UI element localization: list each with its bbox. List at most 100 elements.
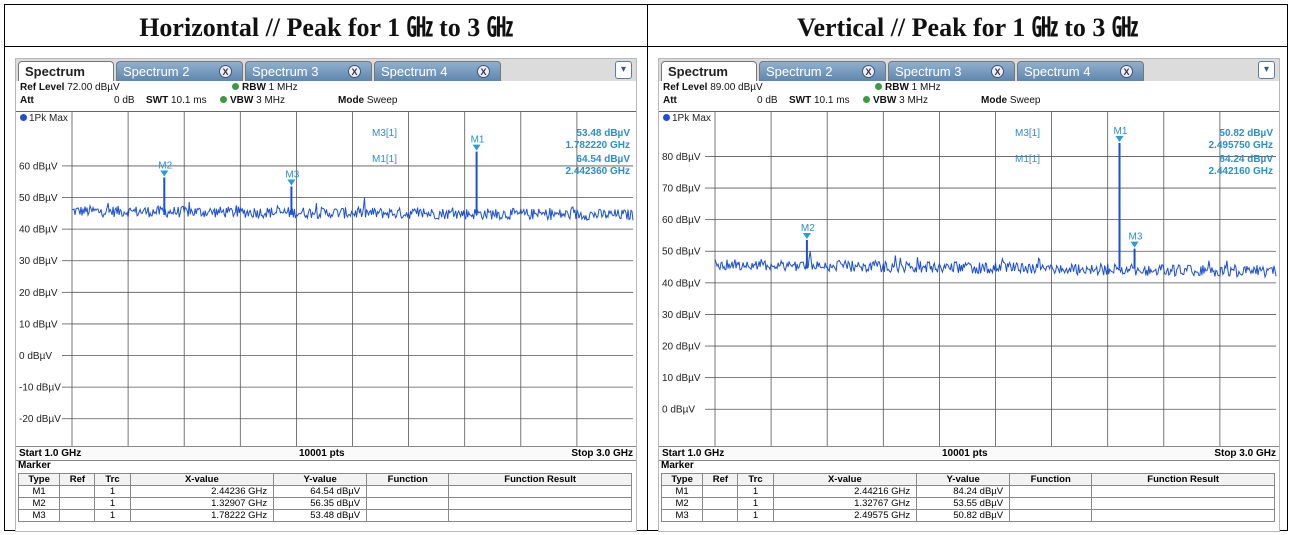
ref-level-value: 72.00 dBµV (67, 82, 120, 93)
close-icon[interactable]: X (862, 65, 875, 78)
table-cell: 53.55 dBµV (916, 497, 1011, 510)
close-icon[interactable]: X (1120, 65, 1133, 78)
table-cell: 1 (737, 485, 774, 498)
mode-label: Mode (981, 95, 1008, 106)
y-tick-label: 30 dBµV (19, 256, 58, 267)
close-icon[interactable]: X (219, 65, 232, 78)
marker-table: Type Ref Trc X-value Y-value Function Function… (660, 473, 1275, 522)
tab-label: Spectrum 4 (381, 64, 448, 79)
marker-icon[interactable] (1130, 241, 1139, 248)
marker-icon[interactable] (802, 233, 811, 240)
table-cell (1091, 485, 1275, 498)
column-header: Type (17, 473, 61, 486)
table-row: M1 1 2.44216 GHz 84.24 dBµV (660, 485, 1275, 498)
panel-title: Vertical // Peak for 1 ㎓ to 3 ㎓ (648, 5, 1287, 47)
y-tick-label: 40 dBµV (19, 225, 58, 236)
table-row: M1 1 2.44236 GHz 64.54 dBµV (17, 485, 632, 498)
start-frequency: Start 1.0 GHz (662, 448, 725, 459)
column-header: Function Result (448, 473, 632, 486)
trace-label: 1Pk Max (20, 113, 68, 124)
table-cell (59, 485, 96, 498)
marker-icon[interactable] (1115, 136, 1124, 143)
dropdown-menu-icon[interactable]: ▾ (615, 61, 632, 79)
column-header: Trc (737, 473, 774, 486)
marker-readout-x: 2.442160 GHz (1209, 166, 1274, 177)
rbw-value: 1 MHz (268, 82, 298, 93)
panel-vertical: Vertical // Peak for 1 ㎓ to 3 ㎓ Spectrum… (648, 5, 1287, 532)
marker-label: M2 (801, 223, 815, 234)
mode-value: Sweep (1009, 95, 1041, 106)
tab-label: Spectrum 3 (895, 64, 962, 79)
column-header: Ref (702, 473, 739, 486)
table-cell (1091, 509, 1275, 522)
tab-label: Spectrum 2 (123, 64, 190, 79)
table-row: M2 1 1.32907 GHz 56.35 dBµV (17, 497, 632, 510)
status-dot-icon (875, 83, 882, 90)
marker-table-title: Marker (661, 460, 694, 471)
marker-icon[interactable] (287, 179, 296, 186)
trace-dot-icon (20, 114, 27, 121)
spectrum-analyzer-window: Spectrum Spectrum 2 X Spectrum 3 X Spectru… (15, 58, 637, 532)
y-tick-label: -10 dBµV (19, 383, 61, 394)
ref-level-value: 89.00 dBµV (710, 82, 763, 93)
tab-spectrum-4[interactable]: Spectrum 4 X (1017, 61, 1144, 81)
trace-label: 1Pk Max (663, 113, 711, 124)
marker-readout-y: 84.24 dBµV (1219, 154, 1273, 165)
table-cell (448, 485, 632, 498)
table-cell (1009, 485, 1093, 498)
report-table: Horizontal // Peak for 1 ㎓ to 3 ㎓ Spectr… (4, 4, 1288, 532)
tab-spectrum-3[interactable]: Spectrum 3 X (245, 61, 372, 81)
close-icon[interactable]: X (991, 65, 1004, 78)
table-cell (59, 497, 96, 510)
ref-level-label: Ref Level (20, 82, 65, 93)
table-cell: 84.24 dBµV (916, 485, 1011, 498)
table-cell: 1 (737, 509, 774, 522)
table-cell: M1 (660, 485, 704, 498)
marker-label: M1 (1114, 126, 1128, 137)
dropdown-menu-icon[interactable]: ▾ (1258, 61, 1275, 79)
vbw-value: 3 MHz (899, 95, 929, 106)
tab-label: Spectrum 4 (1024, 64, 1091, 79)
table-cell: M2 (17, 497, 61, 510)
panel-horizontal: Horizontal // Peak for 1 ㎓ to 3 ㎓ Spectr… (5, 5, 648, 532)
sweep-footer: Start 1.0 GHz 10001 pts Stop 3.0 GHz (659, 446, 1279, 461)
table-row: M2 1 1.32767 GHz 53.55 dBµV (660, 497, 1275, 510)
status-dot-icon (863, 96, 870, 103)
tab-spectrum[interactable]: Spectrum (661, 61, 757, 81)
column-header: Y-value (273, 473, 368, 486)
att-label: Att (20, 95, 34, 106)
start-frequency: Start 1.0 GHz (19, 448, 82, 459)
table-cell: 56.35 dBµV (273, 497, 368, 510)
tab-spectrum-2[interactable]: Spectrum 2 X (116, 61, 243, 81)
marker-table-title: Marker (18, 460, 51, 471)
table-cell: M3 (17, 509, 61, 522)
table-cell (448, 497, 632, 510)
marker-readout-x: 2.495750 GHz (1209, 140, 1274, 151)
y-tick-label: -20 dBµV (19, 414, 61, 425)
tab-spectrum-3[interactable]: Spectrum 3 X (888, 61, 1015, 81)
table-cell: 53.48 dBµV (273, 509, 368, 522)
table-cell: M1 (17, 485, 61, 498)
spectrum-chart: 60 dBµV 50 dBµV 40 dBµV 30 dBµV 20 dBµV 10 dB… (19, 112, 634, 446)
swt-value: 10.1 ms (814, 95, 850, 106)
marker-readout-label: M3[1] (1015, 128, 1040, 139)
column-header: X-value (129, 473, 275, 486)
column-header: Ref (59, 473, 96, 486)
y-tick-label: 50 dBµV (19, 193, 58, 204)
marker-icon[interactable] (472, 144, 481, 151)
column-header: Function (1009, 473, 1093, 486)
close-icon[interactable]: X (348, 65, 361, 78)
table-cell (366, 485, 450, 498)
marker-icon[interactable] (160, 170, 169, 177)
marker-label: M2 (158, 160, 172, 171)
tab-spectrum-2[interactable]: Spectrum 2 X (759, 61, 886, 81)
y-tick-label: 60 dBµV (662, 215, 701, 226)
close-icon[interactable]: X (477, 65, 490, 78)
marker-readout-label: M3[1] (372, 128, 397, 139)
table-cell (1091, 497, 1275, 510)
y-tick-label: 40 dBµV (662, 278, 701, 289)
tab-spectrum-4[interactable]: Spectrum 4 X (374, 61, 501, 81)
tab-spectrum[interactable]: Spectrum (18, 61, 114, 81)
mode-value: Sweep (366, 95, 398, 106)
marker-readout-y: 53.48 dBµV (576, 128, 630, 139)
